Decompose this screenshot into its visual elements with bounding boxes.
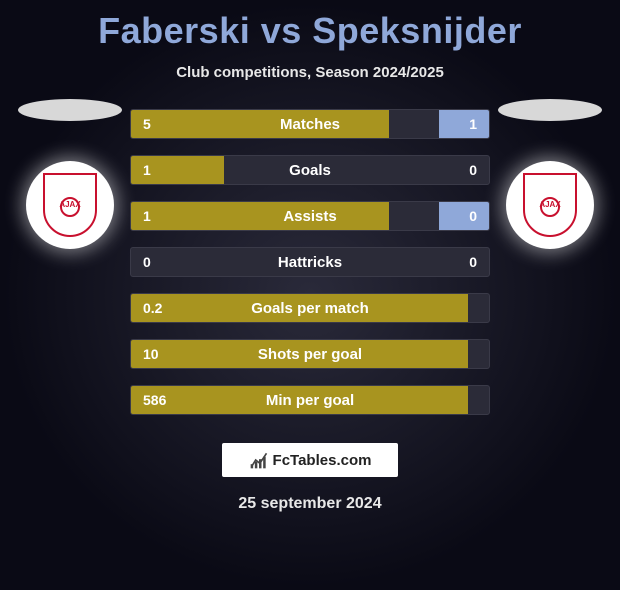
stat-row: 0.2Goals per match xyxy=(130,293,490,323)
chart-icon xyxy=(249,450,269,470)
stat-label: Hattricks xyxy=(131,254,489,271)
subtitle: Club competitions, Season 2024/2025 xyxy=(0,64,620,81)
stat-label: Min per goal xyxy=(131,392,489,409)
stat-row: 10Assists xyxy=(130,201,490,231)
left-ellipse xyxy=(18,99,122,121)
generated-date: 25 september 2024 xyxy=(0,495,620,513)
stat-row: 10Goals xyxy=(130,155,490,185)
stat-label: Goals per match xyxy=(131,300,489,317)
left-team-badge: AJAX xyxy=(26,161,114,249)
right-ellipse xyxy=(498,99,602,121)
stat-label: Shots per goal xyxy=(131,346,489,363)
footer-brand-text: FcTables.com xyxy=(273,452,372,469)
stat-label: Goals xyxy=(131,162,489,179)
page-title: Faberski vs Speksnijder xyxy=(0,10,620,52)
stat-label: Matches xyxy=(131,116,489,133)
right-player-side: AJAX xyxy=(498,99,602,249)
stat-bars-container: 51Matches 10Goals 10Assists 00Hattricks 0.2G… xyxy=(130,109,490,415)
stat-row: 00Hattricks xyxy=(130,247,490,277)
stat-row: 10Shots per goal xyxy=(130,339,490,369)
right-team-badge: AJAX xyxy=(506,161,594,249)
stat-row: 51Matches xyxy=(130,109,490,139)
stat-row: 586Min per goal xyxy=(130,385,490,415)
left-player-side: AJAX xyxy=(18,99,122,249)
ajax-crest-icon: AJAX xyxy=(43,173,97,237)
stat-label: Assists xyxy=(131,208,489,225)
ajax-crest-icon: AJAX xyxy=(523,173,577,237)
footer-brand[interactable]: FcTables.com xyxy=(222,443,398,477)
comparison-main: AJAX 51Matches 10Goals 10Assists 00Hattrick… xyxy=(0,109,620,415)
